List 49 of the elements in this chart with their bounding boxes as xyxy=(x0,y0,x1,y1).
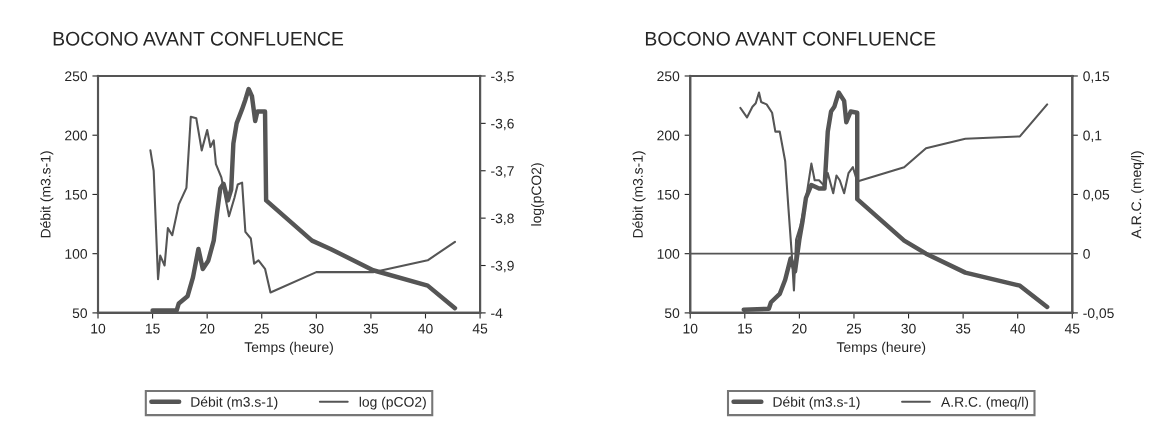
y-tick-label: 100 xyxy=(657,249,680,259)
legend-label: log (pCO2) xyxy=(359,396,426,410)
legend-label: A.R.C. (meq/l) xyxy=(941,396,1029,410)
x-tick-label: 40 xyxy=(1010,323,1025,334)
x-tick-label: 10 xyxy=(91,323,106,334)
y-tick-label: 200 xyxy=(657,130,680,141)
y-tick-label: 150 xyxy=(65,189,88,200)
y-axis-title: Débit (m3.s-1) xyxy=(632,151,646,238)
y-tick-label: 250 xyxy=(65,71,88,82)
chart-title: BOCONO AVANT CONFLUENCE xyxy=(645,31,936,46)
y2-tick-label: 0,15 xyxy=(1083,71,1110,83)
y2-tick-label: -3,5 xyxy=(491,71,514,83)
x-tick-label: 35 xyxy=(955,323,971,334)
y-tick-label: 150 xyxy=(657,189,680,200)
y2-axis-title: log(pCO2) xyxy=(531,163,545,226)
y-tick-label: 50 xyxy=(664,308,680,319)
y2-tick-label: -3,6 xyxy=(491,118,514,131)
x-tick-label: 30 xyxy=(309,323,324,334)
x-tick-label: 45 xyxy=(472,323,488,334)
x-axis-title: Temps (heure) xyxy=(836,341,926,355)
y2-tick-label: -3,7 xyxy=(491,166,514,178)
x-tick-label: 35 xyxy=(363,323,379,334)
x-tick-label: 15 xyxy=(738,323,752,334)
y-tick-label: 250 xyxy=(657,71,680,82)
x-tick-label: 45 xyxy=(1064,323,1080,334)
y2-tick-label: 0 xyxy=(1083,249,1090,259)
x-tick-label: 25 xyxy=(254,323,269,334)
x-axis-title: Temps (heure) xyxy=(244,341,333,355)
x-tick-label: 30 xyxy=(901,323,916,334)
y-tick-label: 100 xyxy=(65,249,88,259)
legend-label: Débit (m3.s-1) xyxy=(773,396,860,410)
y2-axis-title: A.R.C. (meq/l) xyxy=(1131,151,1144,239)
y2-tick-label: -3,8 xyxy=(491,213,514,225)
y2-tick-label: 0,05 xyxy=(1083,189,1110,202)
y2-tick-label: -4 xyxy=(491,308,503,318)
chart-title: BOCONO AVANT CONFLUENCE xyxy=(53,31,344,46)
x-tick-label: 40 xyxy=(418,323,433,334)
x-tick-label: 20 xyxy=(792,323,807,334)
y-tick-label: 200 xyxy=(65,130,88,141)
y2-tick-label: -3,9 xyxy=(491,260,514,273)
y-tick-label: 50 xyxy=(72,308,88,319)
y2-tick-label: 0,1 xyxy=(1083,130,1102,143)
y-axis-title: Débit (m3.s-1) xyxy=(40,151,54,238)
x-tick-label: 10 xyxy=(683,323,698,334)
x-tick-label: 25 xyxy=(846,323,862,334)
x-tick-label: 20 xyxy=(200,323,215,334)
y2-tick-label: -0,05 xyxy=(1083,308,1114,320)
legend-label: Débit (m3.s-1) xyxy=(191,396,278,410)
x-tick-label: 15 xyxy=(145,323,160,334)
